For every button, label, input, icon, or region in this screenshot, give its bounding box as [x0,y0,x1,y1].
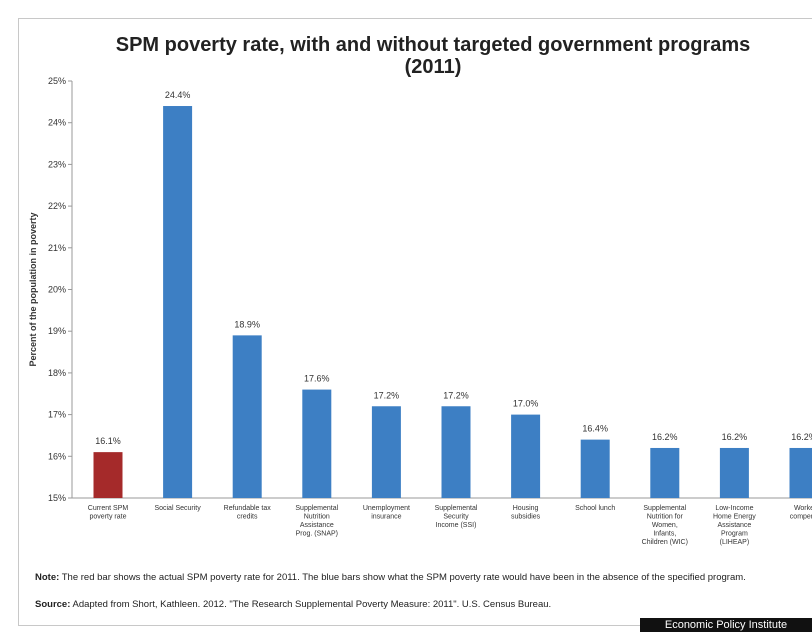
chart-title-line1: SPM poverty rate, with and without targe… [115,34,751,56]
y-tick-label: 22% [48,201,66,211]
y-tick-label: 20% [48,285,66,295]
category-label: credits [237,514,258,521]
chart-frame [18,18,812,626]
y-tick-label: 24% [48,118,66,128]
bar [232,335,262,498]
y-tick-label: 15% [48,493,66,503]
source-text: Adapted from Short, Kathleen. 2012. "The… [72,599,552,610]
bar-value-label: 17.2% [374,390,400,400]
note-text: The red bar shows the actual SPM poverty… [61,572,746,583]
bar-chart: 15% 16% 17% 18% 19% 20% 21% 22% 23% 24% 25% Percent… [28,76,812,546]
y-tick-label: 21% [48,243,66,253]
category-label: Income (SSI) [436,522,477,529]
category-label: Assistance [300,522,334,529]
category-label: Prog. (SNAP) [296,531,338,538]
bar-value-label: 16.2% [652,432,678,442]
bar-value-label: 24.4% [165,90,191,100]
category-label: (LIHEAP) [720,539,750,546]
chart-title: SPM poverty rate, with and without targe… [18,34,812,78]
category-label: Nutrition [304,514,330,521]
y-tick-label: 17% [48,410,66,420]
category-label: Home Energy [713,514,756,521]
bar-value-label: 17.2% [443,390,469,400]
bar [302,389,332,498]
bar-value-label: 16.2% [791,432,812,442]
category-label: Unemployment [363,505,410,512]
y-tick-label: 19% [48,326,66,336]
bar-value-label: 16.4% [582,424,608,434]
category-label: Current SPM [88,505,129,512]
chart-title-line2: (2011) [404,56,462,78]
source-label: Source: [35,599,71,610]
bar [580,439,610,498]
category-label: Supplemental [295,505,338,512]
chart-source: Source: Adapted from Short, Kathleen. 20… [35,599,805,610]
bar-value-label: 17.6% [304,374,330,384]
chart-note: Note: The red bar shows the actual SPM p… [35,572,805,583]
category-label: Security [443,514,469,521]
category-label: Nutrition for [647,514,684,521]
note-label: Note: [35,572,60,583]
category-label: Supplemental [435,505,478,512]
bar-value-label: 18.9% [234,319,260,329]
category-label: Assistance [717,522,751,529]
bar-value-label: 16.2% [722,432,748,442]
y-axis-title: Percent of the population in poverty [28,212,38,366]
y-tick-label: 16% [48,451,66,461]
bar [371,406,401,498]
category-label: School lunch [575,505,615,512]
category-label: Women, [652,522,678,529]
bar-value-label: 16.1% [95,436,121,446]
bar [650,447,680,498]
category-label: Low-Income [715,505,753,512]
bar [441,406,471,498]
category-label: Social Security [154,505,201,512]
bar [163,106,193,499]
category-label: Housing [513,505,539,512]
bar [789,447,812,498]
bar-value-label: 17.0% [513,399,539,409]
y-tick-label: 25% [48,76,66,86]
category-label: Children (WIC) [642,539,688,546]
category-label: insurance [371,514,401,521]
category-label: Infants, [653,531,676,538]
y-tick-label: 18% [48,368,66,378]
category-label: Worke [794,505,812,512]
credit-badge: Economic Policy Institute [640,618,812,632]
category-label: Supplemental [643,505,686,512]
category-label: Refundable tax [224,505,272,512]
bar [511,414,541,498]
category-label: Program [721,531,748,538]
bar [719,447,749,498]
category-label: subsidies [511,514,541,521]
category-label: compens [790,514,812,521]
y-tick-label: 23% [48,159,66,169]
category-label: poverty rate [90,514,127,521]
bar [93,452,123,498]
